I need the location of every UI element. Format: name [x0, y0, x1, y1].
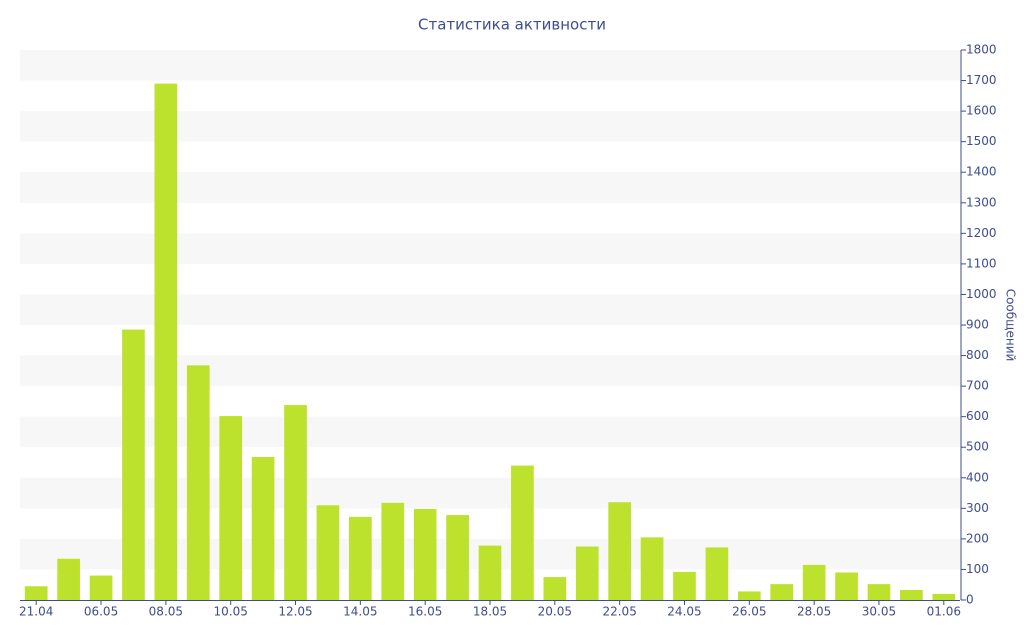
y-tick-label: 1000 — [966, 287, 997, 301]
y-tick-label: 0 — [966, 593, 974, 607]
bar — [284, 405, 307, 600]
y-axis-label: Сообщений — [1004, 289, 1018, 362]
x-tick-label: 12.05 — [278, 605, 312, 619]
bar — [867, 584, 891, 600]
y-tick-label: 800 — [966, 348, 989, 362]
x-tick-label: 20.05 — [538, 605, 572, 619]
x-tick-label: 18.05 — [473, 605, 507, 619]
bar — [770, 584, 794, 600]
grid-band — [20, 50, 960, 81]
x-tick-label: 30.05 — [862, 605, 896, 619]
bar — [251, 457, 275, 600]
y-tick-label: 900 — [966, 318, 989, 332]
bar — [511, 465, 534, 600]
x-tick-label: 28.05 — [797, 605, 831, 619]
y-tick-label: 600 — [966, 409, 989, 423]
x-tick-label: 06.05 — [84, 605, 118, 619]
y-tick-label: 500 — [966, 440, 989, 454]
y-tick-label: 1100 — [966, 256, 997, 270]
bar — [478, 545, 502, 600]
bar — [154, 83, 178, 601]
bar — [575, 546, 599, 600]
bar — [737, 591, 761, 600]
y-tick-label: 700 — [966, 379, 989, 393]
bar — [186, 365, 210, 600]
y-tick-label: 1600 — [966, 104, 997, 118]
y-tick-label: 1500 — [966, 134, 997, 148]
y-tick-label: 1700 — [966, 73, 997, 87]
x-tick-label: 14.05 — [343, 605, 377, 619]
bar — [122, 329, 145, 600]
x-tick-label: 01.06 — [927, 605, 961, 619]
y-tick-label: 300 — [966, 501, 989, 515]
y-tick-label: 200 — [966, 531, 989, 545]
bar — [835, 572, 858, 600]
bar — [673, 571, 696, 600]
bar — [349, 516, 372, 600]
bar — [89, 575, 113, 600]
bar — [900, 589, 923, 600]
bar — [57, 558, 80, 600]
chart-title: Статистика активности — [418, 16, 606, 34]
x-tick-label: 10.05 — [214, 605, 248, 619]
bar — [543, 577, 567, 600]
bar — [608, 502, 631, 600]
y-tick-label: 1400 — [966, 165, 997, 179]
bar — [316, 505, 340, 600]
bar — [640, 537, 664, 600]
bar — [381, 502, 405, 600]
x-tick-label: 08.05 — [149, 605, 183, 619]
bar — [219, 416, 243, 600]
y-tick-label: 1200 — [966, 226, 997, 240]
bar — [446, 515, 469, 600]
x-tick-label: 26.05 — [732, 605, 766, 619]
y-tick-label: 400 — [966, 470, 989, 484]
bar — [413, 508, 437, 600]
bar — [802, 564, 826, 600]
x-tick-label: 21.04 — [19, 605, 53, 619]
y-tick-label: 100 — [966, 562, 989, 576]
y-tick-label: 1800 — [966, 43, 997, 57]
bar — [705, 547, 729, 600]
x-tick-label: 22.05 — [602, 605, 636, 619]
y-tick-label: 1300 — [966, 195, 997, 209]
x-tick-label: 24.05 — [667, 605, 701, 619]
x-tick-label: 16.05 — [408, 605, 442, 619]
bar — [24, 586, 48, 600]
bar — [932, 593, 956, 600]
